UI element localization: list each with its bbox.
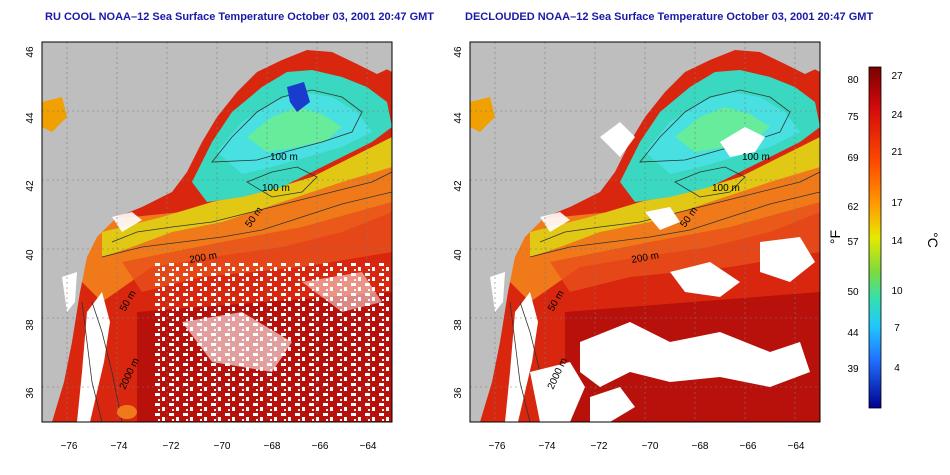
c-tick: 4	[894, 363, 900, 374]
contour-label: 200 m	[189, 250, 218, 266]
lat-tick: 46	[453, 46, 464, 58]
lat-tick: 46	[25, 46, 36, 58]
lon-axis-left: −76 −74 −72 −70 −68 −66 −64	[61, 441, 377, 452]
f-tick: 62	[847, 202, 859, 213]
lon-tick: −66	[312, 441, 329, 452]
lat-tick: 42	[25, 180, 36, 192]
lat-tick: 38	[25, 319, 36, 331]
lat-tick: 38	[453, 319, 464, 331]
lon-tick: −70	[642, 441, 659, 452]
lon-tick: −72	[591, 441, 608, 452]
contour-label: 100 m	[262, 183, 290, 194]
lon-tick: −66	[740, 441, 757, 452]
contour-label: 100 m	[270, 152, 298, 163]
f-tick: 50	[847, 287, 859, 298]
lat-tick: 44	[25, 112, 36, 124]
lon-axis-right: −76 −74 −72 −70 −68 −66 −64	[489, 441, 805, 452]
panel-title-right: DECLOUDED NOAA–12 Sea Surface Temperatur…	[465, 11, 874, 23]
contour-label: 100 m	[742, 152, 770, 163]
f-tick: 69	[847, 153, 859, 164]
colorbar-fahrenheit-unit: °F	[827, 230, 843, 244]
colorbar-gradient	[868, 66, 882, 409]
lon-tick: −70	[214, 441, 231, 452]
lat-tick: 36	[453, 387, 464, 399]
map-panel-right	[469, 41, 821, 423]
map-panel-left	[41, 41, 393, 423]
lon-tick: −72	[163, 441, 180, 452]
f-tick: 80	[847, 75, 859, 86]
lon-tick: −64	[360, 441, 377, 452]
c-tick: 21	[891, 147, 903, 158]
f-tick: 39	[847, 364, 859, 375]
colorbar-f-ticks: 80 75 69 62 57 50 44 39	[847, 75, 859, 375]
cloud-mask-right	[530, 122, 815, 422]
c-tick: 10	[891, 286, 903, 297]
lon-tick: −68	[264, 441, 281, 452]
lon-tick: −76	[61, 441, 78, 452]
lon-tick: −68	[692, 441, 709, 452]
c-tick: 17	[891, 198, 903, 209]
lon-tick: −74	[111, 441, 128, 452]
lat-tick: 42	[453, 180, 464, 192]
lon-tick: −64	[788, 441, 805, 452]
colorbar: 80 75 69 62 57 50 44 39 27 24 21 17 14 1…	[827, 66, 941, 409]
f-tick: 44	[847, 328, 859, 339]
contour-label: 100 m	[712, 183, 740, 194]
c-tick: 7	[894, 323, 900, 334]
colorbar-c-ticks: 27 24 21 17 14 10 7 4	[891, 71, 903, 374]
lon-tick: −74	[539, 441, 556, 452]
lat-tick: 44	[453, 112, 464, 124]
lat-axis-left: 46 44 42 40 38 36	[25, 46, 36, 399]
lat-tick: 40	[453, 249, 464, 261]
lat-tick: 40	[25, 249, 36, 261]
f-tick: 75	[847, 112, 859, 123]
colorbar-celsius-unit: °C	[925, 232, 941, 248]
f-tick: 57	[847, 237, 859, 248]
c-tick: 24	[891, 110, 903, 121]
lat-axis-right: 46 44 42 40 38 36	[453, 46, 464, 399]
lon-tick: −76	[489, 441, 506, 452]
panel-title-left: RU COOL NOAA–12 Sea Surface Temperature …	[45, 11, 435, 23]
lat-tick: 36	[25, 387, 36, 399]
c-tick: 14	[891, 236, 903, 247]
c-tick: 27	[891, 71, 903, 82]
contour-label: 200 m	[631, 250, 660, 266]
